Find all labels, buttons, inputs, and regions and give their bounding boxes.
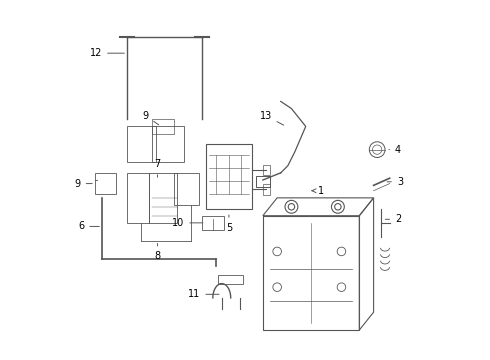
Text: 1: 1	[312, 186, 324, 196]
Text: 8: 8	[154, 243, 161, 261]
Text: 9: 9	[143, 111, 159, 125]
Text: 10: 10	[172, 218, 203, 228]
Text: 6: 6	[78, 221, 99, 231]
Bar	[127, 173, 148, 223]
Bar	[148, 173, 177, 223]
Text: 3: 3	[387, 177, 403, 187]
Bar	[218, 275, 243, 284]
Text: 7: 7	[154, 159, 161, 177]
Bar	[152, 126, 184, 162]
Bar	[256, 176, 270, 187]
Text: 2: 2	[385, 214, 401, 224]
Text: 9: 9	[74, 179, 92, 189]
Bar	[173, 173, 198, 205]
Text: 11: 11	[188, 289, 219, 299]
Text: 12: 12	[90, 48, 124, 58]
Text: 5: 5	[226, 215, 232, 233]
Bar	[263, 184, 270, 195]
Text: 13: 13	[260, 111, 284, 125]
Bar	[127, 126, 156, 162]
Text: 4: 4	[389, 145, 401, 155]
Bar	[202, 216, 223, 230]
Bar	[263, 165, 270, 175]
Bar	[152, 119, 173, 134]
